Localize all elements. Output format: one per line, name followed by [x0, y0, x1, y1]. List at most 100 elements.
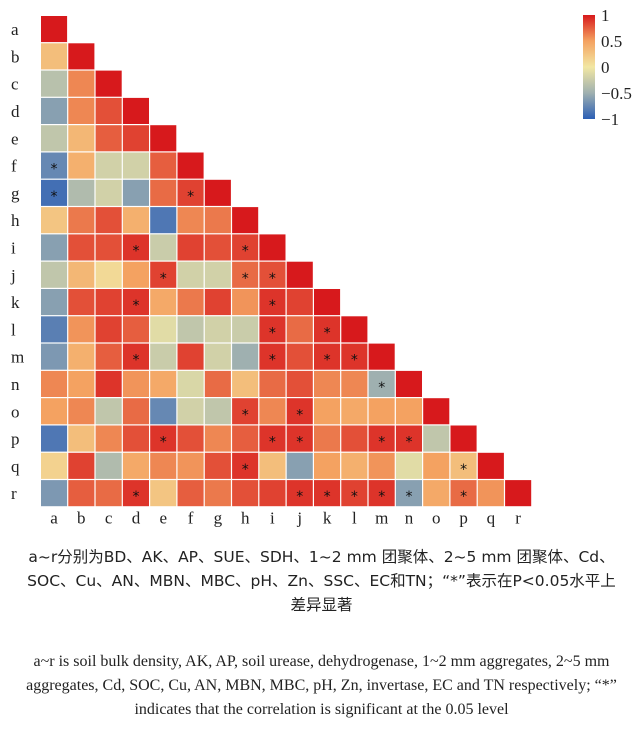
row-label-h: h	[11, 211, 20, 230]
heatmap-cell-i-i	[259, 234, 286, 261]
heatmap-cell-l-e	[150, 316, 177, 343]
heatmap-cell-m-i	[259, 343, 286, 370]
heatmap-cell-d-a	[41, 97, 68, 124]
significance-star-g-f: *	[187, 189, 194, 205]
heatmap-cell-q-h	[232, 452, 259, 479]
row-label-f: f	[11, 157, 17, 176]
heatmap-cell-k-j	[286, 289, 313, 316]
heatmap-cell-m-d	[122, 343, 149, 370]
column-label-j: j	[296, 508, 302, 527]
heatmap-cell-e-a	[41, 125, 68, 152]
heatmap-cell-j-h	[232, 261, 259, 288]
heatmap-cell-p-p	[450, 425, 477, 452]
heatmap-cell-b-a	[41, 43, 68, 70]
heatmap-cell-h-d	[122, 207, 149, 234]
row-label-g: g	[11, 184, 20, 203]
heatmap-cell-q-o	[423, 452, 450, 479]
significance-star-g-a: *	[51, 189, 58, 205]
heatmap-cell-l-j	[286, 316, 313, 343]
column-label-k: k	[323, 508, 332, 527]
heatmap-cell-f-b	[68, 152, 95, 179]
heatmap-cell-l-h	[232, 316, 259, 343]
heatmap-cell-e-e	[150, 125, 177, 152]
heatmap-cell-q-f	[177, 452, 204, 479]
heatmap-cell-l-a	[41, 316, 68, 343]
heatmap-cell-n-e	[150, 370, 177, 397]
heatmap-cell-r-g	[204, 480, 231, 507]
row-label-p: p	[11, 430, 20, 449]
row-label-q: q	[11, 457, 20, 476]
heatmap-cell-q-i	[259, 452, 286, 479]
heatmap-cell-k-i	[259, 289, 286, 316]
heatmap-cell-h-g	[204, 207, 231, 234]
row-label-j: j	[10, 266, 16, 285]
heatmap-cell-h-e	[150, 207, 177, 234]
heatmap-cell-q-a	[41, 452, 68, 479]
heatmap-cell-j-j	[286, 261, 313, 288]
heatmap-cell-m-g	[204, 343, 231, 370]
significance-star-o-h: *	[242, 407, 249, 423]
significance-star-p-m: *	[378, 435, 385, 451]
heatmap-cells	[41, 16, 532, 507]
significance-star-r-l: *	[351, 489, 358, 505]
row-label-r: r	[11, 484, 17, 503]
heatmap-cell-o-h	[232, 398, 259, 425]
legend-colorbar	[583, 15, 595, 119]
heatmap-cell-c-a	[41, 70, 68, 97]
column-label-n: n	[405, 508, 414, 527]
legend-tick-label: −0.5	[601, 84, 632, 103]
heatmap-cell-h-f	[177, 207, 204, 234]
column-label-f: f	[188, 508, 194, 527]
significance-star-m-i: *	[269, 353, 276, 369]
row-label-n: n	[11, 375, 20, 394]
heatmap-cell-k-g	[204, 289, 231, 316]
heatmap-cell-n-n	[395, 370, 422, 397]
heatmap-cell-o-o	[423, 398, 450, 425]
heatmap-cell-d-b	[68, 97, 95, 124]
heatmap-cell-g-b	[68, 179, 95, 206]
significance-star-l-k: *	[324, 325, 331, 341]
legend-tick-label: 0	[601, 58, 610, 77]
heatmap-cell-n-i	[259, 370, 286, 397]
heatmap-cell-o-k	[314, 398, 341, 425]
legend-tick-label: 1	[601, 6, 610, 25]
heatmap-cell-k-e	[150, 289, 177, 316]
significance-star-o-j: *	[296, 407, 303, 423]
significance-star-r-d: *	[133, 489, 140, 505]
heatmap-cell-o-i	[259, 398, 286, 425]
heatmap-cell-n-m	[368, 370, 395, 397]
heatmap-cell-o-d	[122, 398, 149, 425]
significance-star-r-p: *	[460, 489, 467, 505]
heatmap-cell-i-g	[204, 234, 231, 261]
heatmap-cell-r-p	[450, 480, 477, 507]
heatmap-cell-q-m	[368, 452, 395, 479]
column-label-h: h	[241, 508, 250, 527]
significance-star-k-i: *	[269, 298, 276, 314]
heatmap-cell-k-c	[95, 289, 122, 316]
heatmap-cell-l-c	[95, 316, 122, 343]
heatmap-cell-q-n	[395, 452, 422, 479]
heatmap-cell-e-c	[95, 125, 122, 152]
row-label-a: a	[11, 20, 19, 39]
significance-star-q-h: *	[242, 462, 249, 478]
row-label-k: k	[11, 293, 20, 312]
heatmap-cell-o-b	[68, 398, 95, 425]
heatmap-cell-o-a	[41, 398, 68, 425]
heatmap-cell-r-f	[177, 480, 204, 507]
column-label-e: e	[160, 508, 168, 527]
heatmap-cell-p-b	[68, 425, 95, 452]
heatmap-cell-r-h	[232, 480, 259, 507]
heatmap-cell-p-m	[368, 425, 395, 452]
heatmap-cell-i-e	[150, 234, 177, 261]
significance-star-i-h: *	[242, 244, 249, 260]
heatmap-cell-m-k	[314, 343, 341, 370]
heatmap-cell-k-d	[122, 289, 149, 316]
row-label-i: i	[11, 239, 16, 258]
caption-english: a~r is soil bulk density, AK, AP, soil u…	[26, 653, 617, 718]
heatmap-cell-h-a	[41, 207, 68, 234]
heatmap-cell-o-f	[177, 398, 204, 425]
row-label-c: c	[11, 75, 19, 94]
heatmap-cell-r-j	[286, 480, 313, 507]
